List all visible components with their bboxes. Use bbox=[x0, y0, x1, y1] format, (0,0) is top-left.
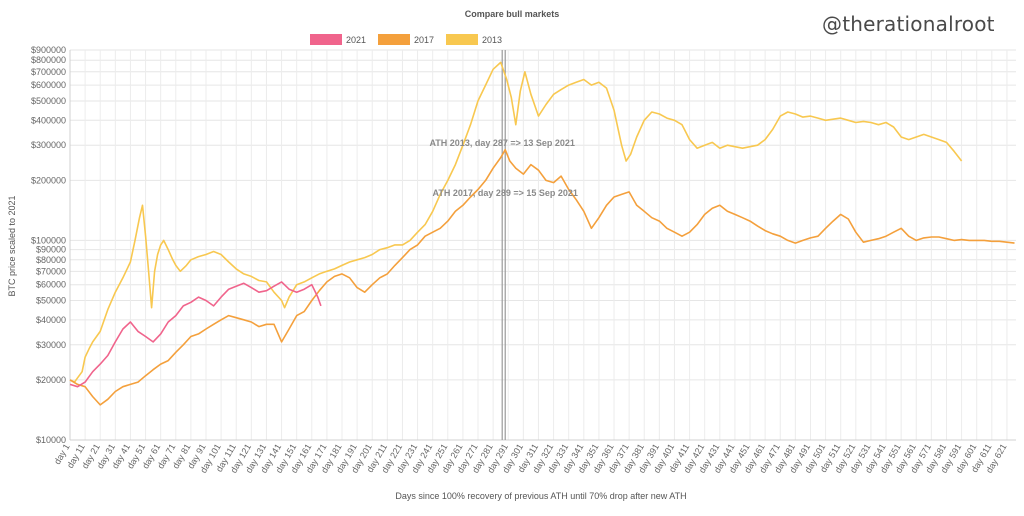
ath-annotation: ATH 2013, day 287 => 13 Sep 2021 bbox=[429, 138, 574, 148]
legend-label: 2021 bbox=[346, 35, 366, 45]
y-tick-label: $900000 bbox=[31, 45, 66, 55]
y-tick-label: $40000 bbox=[36, 315, 66, 325]
y-tick-label: $600000 bbox=[31, 80, 66, 90]
ath-markers bbox=[501, 50, 506, 440]
legend-item-2013[interactable]: 2013 bbox=[446, 34, 502, 45]
y-tick-label: $50000 bbox=[36, 296, 66, 306]
legend-swatch bbox=[310, 34, 342, 45]
series-line-2021 bbox=[69, 281, 322, 388]
series-line-2017 bbox=[69, 148, 1015, 406]
y-tick-label: $100000 bbox=[31, 235, 66, 245]
y-tick-label: $20000 bbox=[36, 375, 66, 385]
x-axis-title: Days since 100% recovery of previous ATH… bbox=[395, 491, 686, 501]
y-tick-label: $300000 bbox=[31, 140, 66, 150]
y-tick-label: $70000 bbox=[36, 266, 66, 276]
y-axis-title: BTC price scaled to 2021 bbox=[7, 195, 17, 296]
legend-item-2021[interactable]: 2021 bbox=[310, 34, 366, 45]
watermark: @therationalroot bbox=[822, 12, 995, 36]
legend-swatch bbox=[378, 34, 410, 45]
y-tick-label: $30000 bbox=[36, 340, 66, 350]
legend-swatch bbox=[446, 34, 478, 45]
series-lines bbox=[69, 61, 1015, 406]
y-tick-label: $90000 bbox=[36, 245, 66, 255]
y-tick-label: $200000 bbox=[31, 175, 66, 185]
ath-annotation: ATH 2017, day 289 => 15 Sep 2021 bbox=[433, 188, 578, 198]
y-tick-label: $10000 bbox=[36, 435, 66, 445]
legend[interactable]: 2021 2017 2013 bbox=[310, 34, 502, 45]
chart-title: Compare bull markets bbox=[465, 9, 560, 19]
series-line-2013 bbox=[69, 61, 963, 383]
y-tick-label: $400000 bbox=[31, 115, 66, 125]
annotations: ATH 2013, day 287 => 13 Sep 2021 ATH 2017… bbox=[429, 138, 577, 198]
y-tick-label: $500000 bbox=[31, 96, 66, 106]
y-tick-label: $80000 bbox=[36, 255, 66, 265]
y-axis: $900000$800000 $700000 $600000 $500000 $4000… bbox=[31, 45, 66, 445]
legend-item-2017[interactable]: 2017 bbox=[378, 34, 434, 45]
y-tick-label: $700000 bbox=[31, 67, 66, 77]
y-tick-label: $800000 bbox=[31, 55, 66, 65]
legend-label: 2017 bbox=[414, 35, 434, 45]
y-tick-label: $60000 bbox=[36, 280, 66, 290]
grid bbox=[69, 49, 1016, 441]
legend-label: 2013 bbox=[482, 35, 502, 45]
